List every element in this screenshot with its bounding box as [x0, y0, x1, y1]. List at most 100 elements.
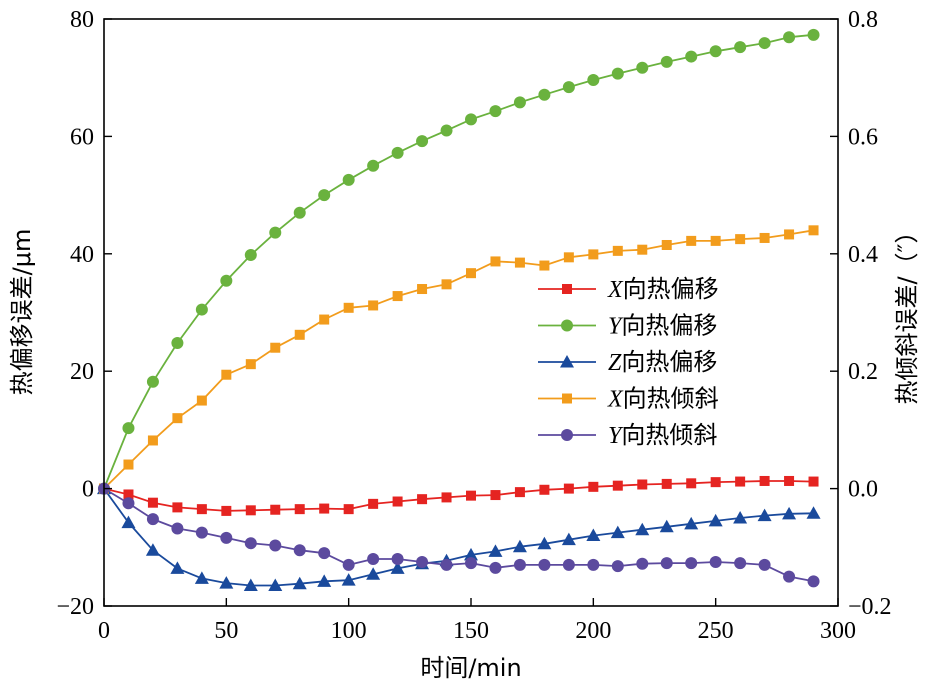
- data-point-series-3: [686, 235, 697, 246]
- data-point-series-2: [464, 547, 478, 561]
- data-point-series-4: [758, 558, 771, 571]
- data-point-series-4: [293, 544, 306, 557]
- data-point-series-1: [367, 159, 380, 172]
- data-point-series-3: [441, 279, 452, 290]
- data-point-series-4: [562, 558, 575, 571]
- data-point-series-2: [733, 510, 748, 524]
- y-axis-right: −0.2 0.0 0.2 0.4 0.6 0.8: [830, 7, 892, 620]
- data-point-series-1: [269, 226, 282, 239]
- data-point-series-2: [512, 539, 527, 553]
- x-tick-label: 150: [453, 618, 489, 644]
- data-point-series-1: [807, 28, 820, 41]
- data-point-series-2: [610, 525, 625, 539]
- y-axis-left-title: 热偏移误差/μm: [8, 229, 36, 396]
- data-point-series-2: [170, 561, 185, 574]
- data-point-series-2: [708, 513, 723, 527]
- x-tick-label: 0: [98, 618, 110, 644]
- data-point-series-4: [660, 557, 673, 570]
- data-point-series-2: [366, 567, 381, 580]
- y-left-tick-label: 20: [70, 359, 94, 385]
- data-point-series-3: [417, 284, 428, 295]
- data-point-series-2: [243, 578, 258, 591]
- y-axis-right-title: 热倾斜误差/（″）: [893, 219, 921, 404]
- data-point-series-3: [759, 232, 770, 243]
- data-point-series-0: [808, 476, 819, 487]
- data-point-series-1: [562, 81, 575, 94]
- data-point-series-4: [122, 497, 135, 510]
- data-point-series-0: [514, 487, 525, 498]
- data-point-series-3: [466, 268, 476, 279]
- data-point-series-1: [587, 74, 600, 87]
- legend-label-suffix: 向热偏移: [621, 312, 717, 340]
- data-point-series-0: [392, 496, 403, 507]
- data-point-series-2: [390, 561, 405, 574]
- data-point-series-3: [147, 435, 158, 446]
- data-point-series-0: [710, 477, 721, 488]
- data-point-series-2: [757, 508, 772, 522]
- y-left-tick-label: 40: [70, 242, 94, 268]
- y-left-tick-label: −20: [56, 594, 94, 620]
- data-point-series-1: [146, 375, 159, 388]
- data-point-series-2: [145, 543, 160, 556]
- legend-label-prefix: Z: [608, 350, 622, 376]
- data-point-series-1: [660, 55, 673, 68]
- data-point-series-2: [194, 571, 209, 584]
- data-point-series-3: [343, 302, 354, 313]
- data-point-series-1: [783, 31, 796, 44]
- y-left-tick-label: 60: [70, 124, 94, 150]
- y-right-tick-label: 0.2: [848, 359, 878, 385]
- data-point-series-1: [122, 422, 135, 435]
- series-line-4: [103, 487, 814, 583]
- x-tick-label: 250: [698, 618, 734, 644]
- data-point-series-4: [269, 539, 282, 552]
- data-point-series-3: [514, 257, 525, 268]
- y-left-tick-label: 80: [70, 7, 94, 33]
- x-tick-label: 100: [331, 618, 367, 644]
- data-point-series-1: [734, 41, 747, 54]
- data-point-series-2: [782, 506, 797, 520]
- legend-label-4: Y向热倾斜: [608, 421, 717, 449]
- data-point-series-2: [537, 536, 552, 550]
- data-point-series-3: [123, 459, 134, 470]
- y-axis-left: −20 0 20 40 60 80: [56, 7, 112, 620]
- x-tick-label: 200: [575, 618, 611, 644]
- data-point-series-1: [318, 189, 331, 202]
- series-line-2: [103, 488, 814, 587]
- data-point-series-0: [735, 476, 746, 487]
- data-point-series-2: [268, 578, 283, 591]
- data-point-series-1: [636, 61, 649, 74]
- y-right-tick-label: −0.2: [848, 594, 892, 620]
- data-point-series-0: [343, 504, 354, 515]
- data-point-series-4: [195, 526, 208, 539]
- data-point-series-2: [561, 532, 576, 546]
- data-point-series-1: [611, 67, 624, 80]
- data-point-series-0: [368, 498, 379, 509]
- data-point-series-1: [538, 88, 551, 101]
- data-point-series-4: [636, 557, 649, 570]
- data-point-series-3: [270, 342, 281, 353]
- data-point-series-3: [172, 413, 183, 424]
- data-point-series-4: [465, 557, 477, 570]
- data-point-series-0: [294, 504, 305, 515]
- data-point-series-1: [195, 303, 208, 316]
- legend-label-suffix: 向热倾斜: [623, 385, 719, 413]
- legend-marker-2: [560, 355, 574, 368]
- data-point-series-3: [490, 256, 501, 267]
- data-point-series-0: [245, 505, 256, 516]
- plot-markers: [97, 28, 821, 591]
- data-point-series-0: [563, 483, 574, 494]
- legend-label-suffix: 向热偏移: [621, 348, 717, 376]
- data-point-series-3: [563, 252, 574, 263]
- data-point-series-3: [368, 300, 379, 311]
- data-point-series-4: [146, 513, 159, 526]
- data-point-series-4: [587, 558, 600, 571]
- x-tick-label: 50: [214, 618, 238, 644]
- data-point-series-1: [440, 124, 453, 137]
- legend-marker-4: [561, 429, 573, 441]
- x-axis: 0 50 100 150 200 250 300: [98, 598, 856, 644]
- y-right-tick-label: 0.0: [848, 477, 878, 503]
- data-point-series-4: [685, 557, 698, 570]
- data-point-series-1: [391, 146, 404, 159]
- data-point-series-4: [513, 558, 526, 571]
